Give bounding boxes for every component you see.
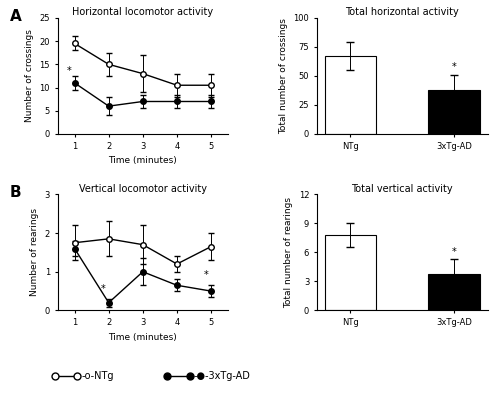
Text: B: B [10,185,22,200]
X-axis label: Time (minutes): Time (minutes) [108,156,177,165]
Bar [428,90,480,134]
Text: A: A [10,9,22,23]
Text: *: * [67,66,72,76]
Y-axis label: Number of rearings: Number of rearings [30,209,39,297]
X-axis label: Time (minutes): Time (minutes) [108,333,177,341]
Bar [324,235,376,310]
Y-axis label: Number of crossings: Number of crossings [25,29,34,123]
Text: *: * [452,62,456,72]
Text: *: * [101,284,106,294]
Title: Horizontal locomotor activity: Horizontal locomotor activity [72,7,214,17]
Title: Total horizontal activity: Total horizontal activity [346,7,459,17]
Text: -●-3xTg-AD: -●-3xTg-AD [194,371,251,381]
Title: Total vertical activity: Total vertical activity [352,183,453,193]
Y-axis label: Total number of crossings: Total number of crossings [279,18,288,134]
Text: -o-NTg: -o-NTg [82,371,114,381]
Bar [324,56,376,134]
Bar [428,274,480,310]
Text: *: * [452,247,456,257]
Title: Vertical locomotor activity: Vertical locomotor activity [79,183,207,193]
Text: *: * [204,270,208,280]
Y-axis label: Total number of rearings: Total number of rearings [284,197,293,308]
